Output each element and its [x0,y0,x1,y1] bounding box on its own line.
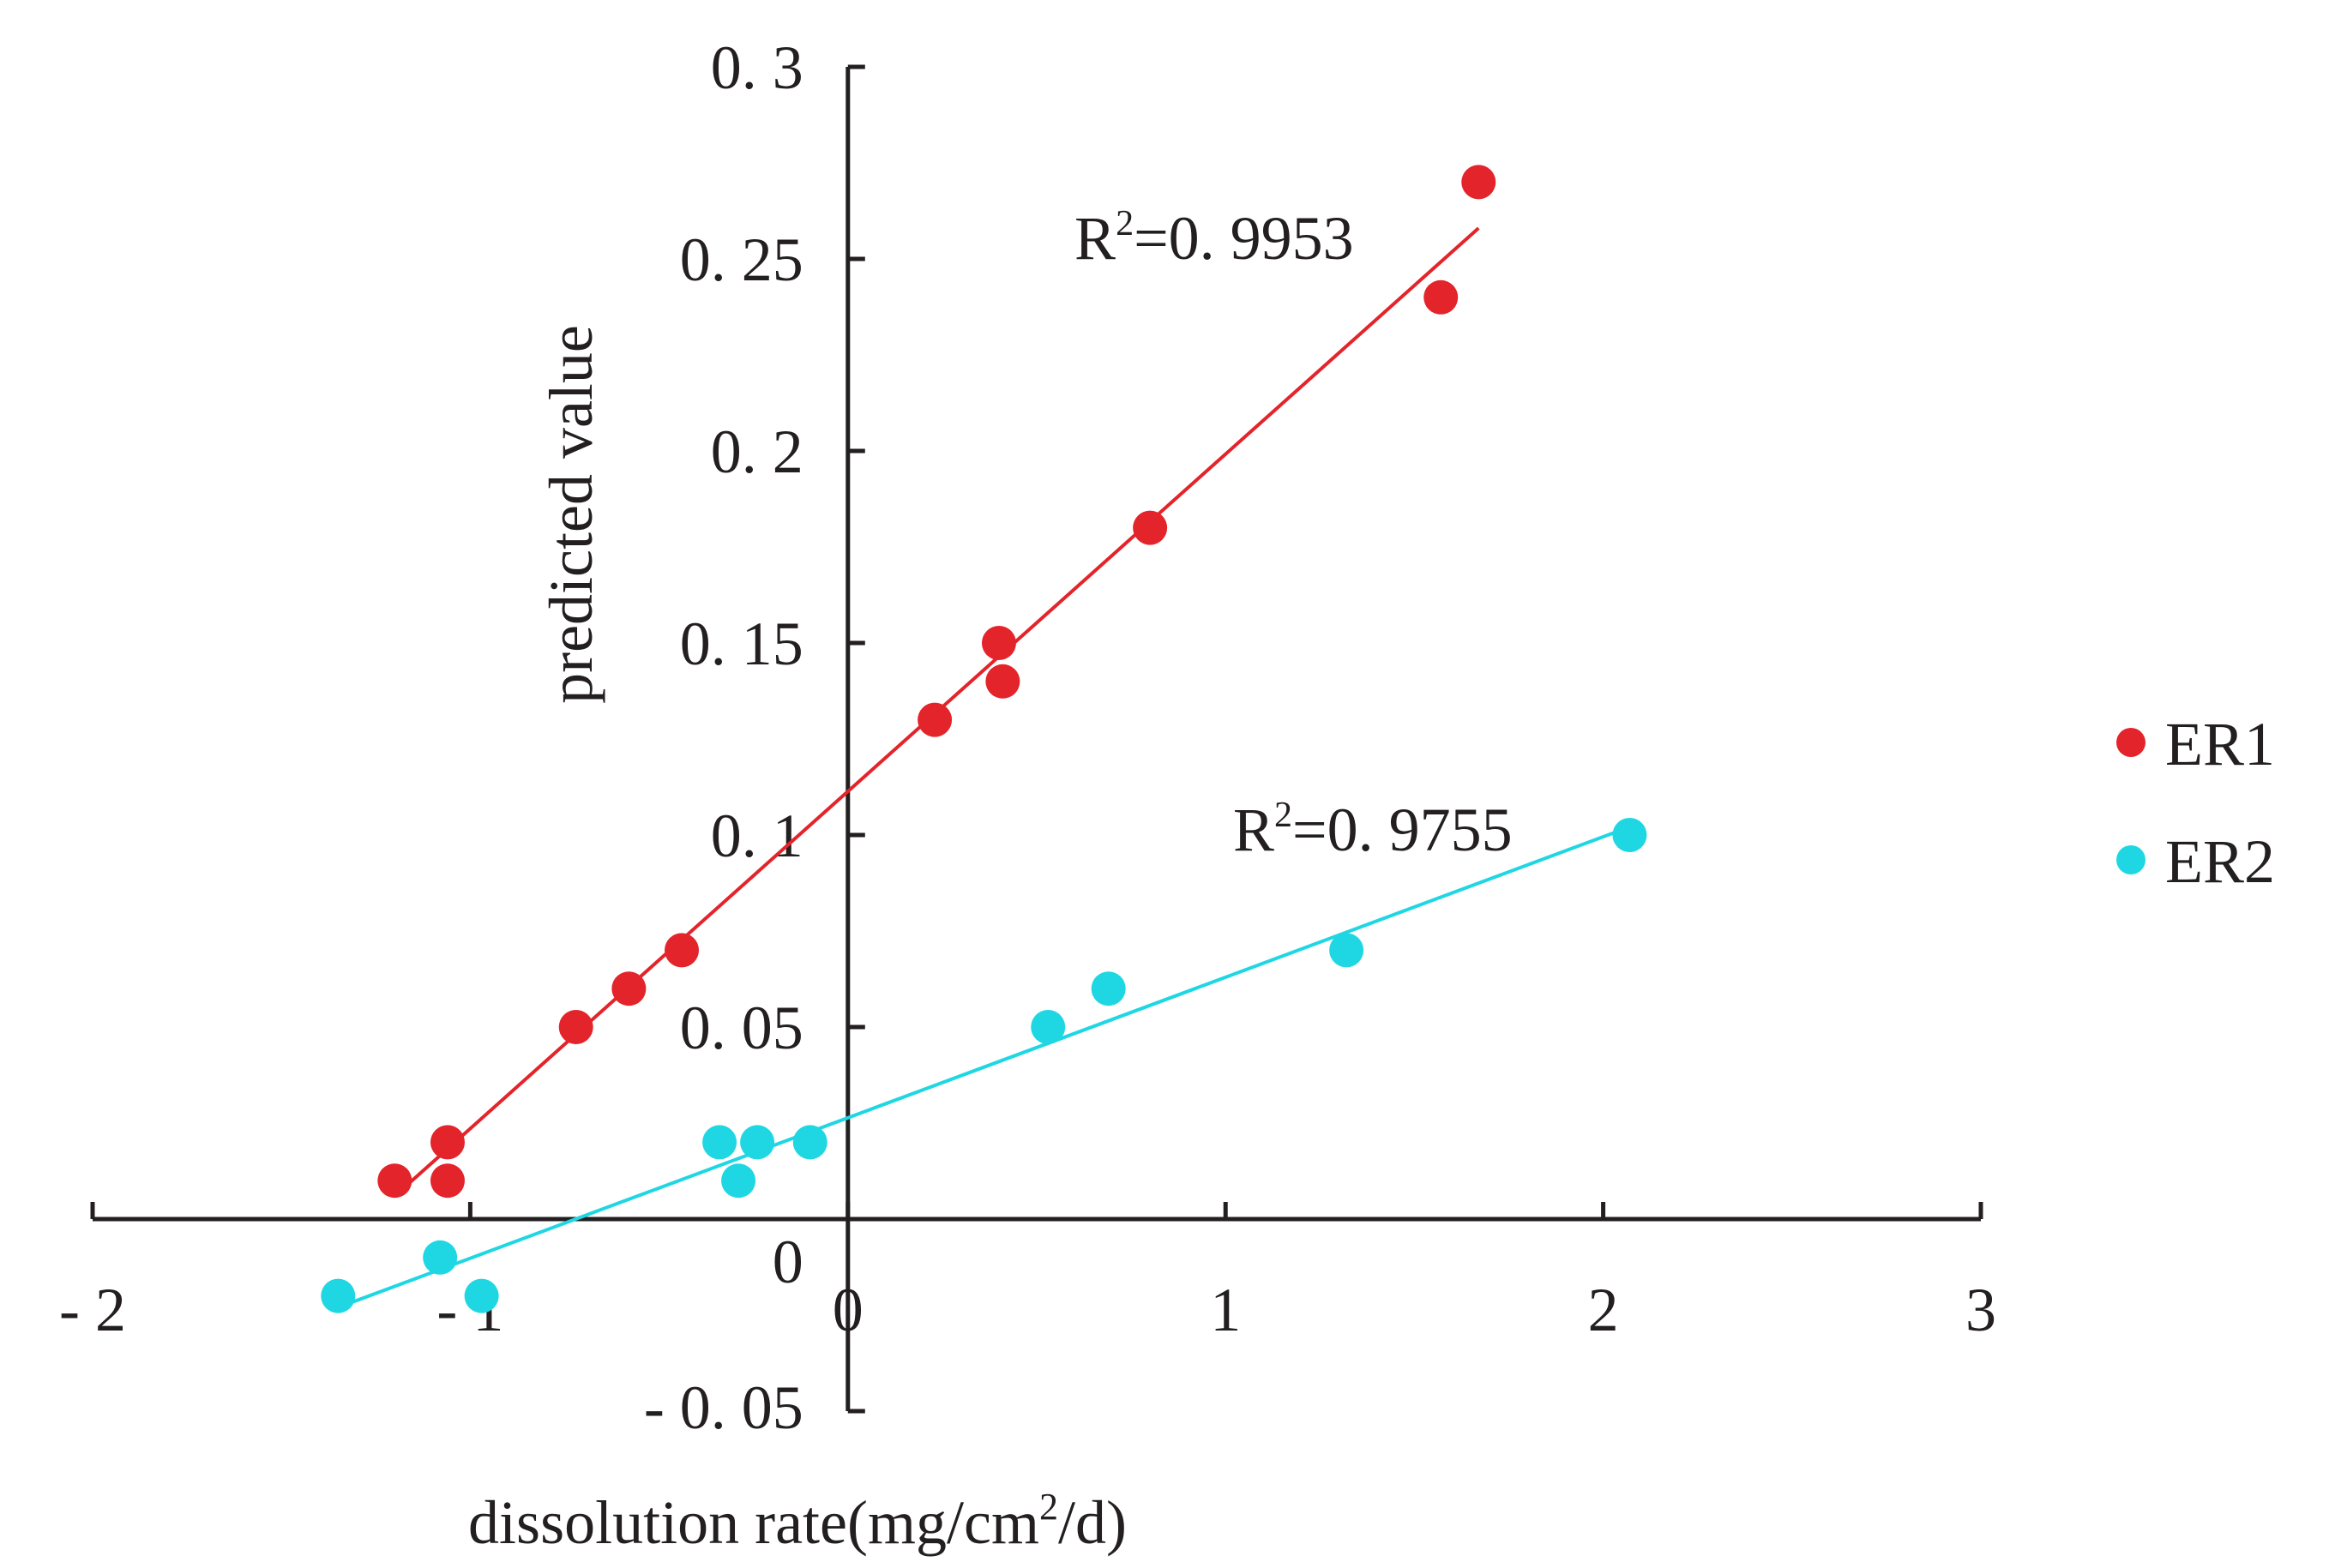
data-points [321,165,1647,1313]
y-tick-label: - 0. 05 [644,1373,803,1442]
point-er2 [1031,1010,1066,1044]
x-axis-title-main: dissolution rate(mg/cm [468,1488,1039,1557]
point-er2 [702,1125,737,1160]
point-er1 [981,626,1016,660]
point-er1 [377,1163,412,1199]
legend: ER1 ER2 [2116,710,2275,896]
point-er2 [464,1278,499,1313]
x-tick-label: 3 [1965,1276,1996,1344]
point-er1 [611,971,647,1006]
point-er1 [430,1163,465,1199]
point-er2 [1329,933,1364,968]
point-er1 [1423,279,1459,315]
x-axis-title: dissolution rate(mg/cm2/d) [468,1486,1127,1557]
y-tick-label: 0. 25 [680,225,803,294]
point-er2 [740,1125,775,1160]
x-axis-title-superscript: 2 [1039,1486,1058,1528]
y-tick-label: 0. 2 [711,418,803,486]
point-er2 [423,1240,458,1275]
y-tick-label: 0 [773,1228,803,1296]
x-tick-label: - 2 [59,1276,126,1344]
r2-annotation-er1: R2=0. 9953 [1074,204,1354,273]
point-er1 [665,933,700,968]
r2-annotation-er2: R2=0. 9755 [1233,796,1513,864]
legend-label-er2: ER2 [2165,827,2275,896]
y-tick-label: 0. 05 [680,994,803,1062]
point-er1 [918,702,953,737]
point-er2 [792,1125,827,1160]
trendline-er2 [337,829,1619,1309]
x-tick-label: 2 [1588,1276,1619,1344]
point-er1 [430,1125,465,1160]
point-er1 [985,664,1020,699]
point-er1 [1461,165,1496,200]
x-axis-title-end: /d) [1058,1488,1127,1557]
legend-marker-er2 [2116,845,2145,874]
x-tick-label: 1 [1210,1276,1241,1344]
trendlines [337,226,1619,1309]
x-tick-label: 0 [833,1276,864,1344]
annotations: R2=0. 9953 R2=0. 9755 [1074,204,1513,864]
point-er2 [721,1163,756,1199]
point-er1 [1133,510,1168,545]
y-tick-label: 0. 15 [680,610,803,678]
point-er1 [558,1010,593,1044]
y-tick-label: 0. 1 [711,802,803,870]
point-er2 [1612,818,1647,852]
y-axis-title: predicted value [537,325,605,704]
point-er2 [321,1278,356,1313]
legend-label-er1: ER1 [2165,710,2275,778]
y-tick-label: 0. 3 [711,33,803,102]
point-er2 [1091,971,1126,1006]
legend-marker-er1 [2116,728,2145,757]
